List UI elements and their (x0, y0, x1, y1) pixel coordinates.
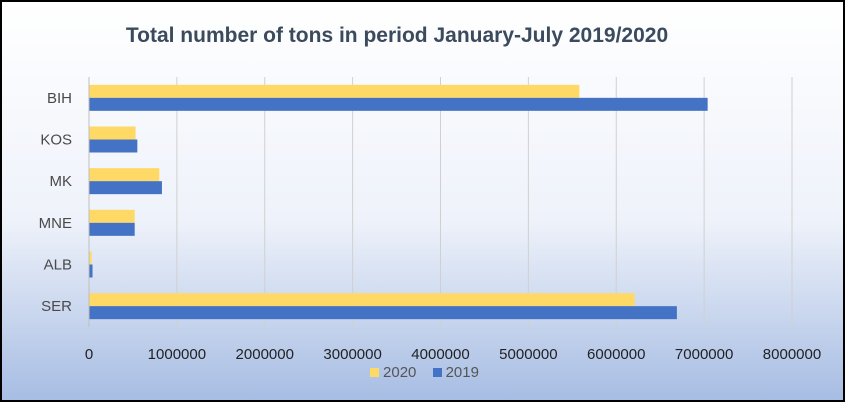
legend: 2020 2019 (2, 364, 845, 381)
y-category-label-bih: BIH (47, 90, 72, 107)
y-category-label-mne: MNE (39, 215, 72, 232)
x-tick-label-0: 0 (85, 346, 93, 363)
x-tick-label-5: 5000000 (499, 346, 557, 363)
legend-swatch-2020 (370, 368, 380, 377)
bar-bih-2020 (89, 84, 580, 98)
x-tick-label-1: 1000000 (148, 346, 206, 363)
x-tick-label-7: 7000000 (675, 346, 733, 363)
legend-item-2019: 2019 (432, 364, 479, 381)
legend-label-2019: 2019 (445, 364, 479, 381)
x-tick-label-3: 3000000 (323, 346, 381, 363)
y-category-label-ser: SER (41, 298, 72, 315)
legend-label-2020: 2020 (383, 364, 417, 381)
bar-mne-2020 (89, 209, 135, 223)
legend-swatch-2019 (432, 368, 442, 377)
bar-mne-2019 (89, 222, 135, 236)
y-category-label-kos: KOS (40, 132, 72, 149)
bar-alb-2019 (89, 264, 93, 278)
x-tick-label-8: 8000000 (763, 346, 821, 363)
bar-bih-2019 (89, 97, 708, 111)
x-tick-label-2: 2000000 (236, 346, 294, 363)
y-category-label-mk: MK (50, 173, 73, 190)
bar-mk-2019 (89, 181, 162, 195)
bar-ser-2020 (89, 293, 635, 307)
bar-alb-2020 (89, 251, 92, 265)
chart-title: Total number of tons in period January-J… (125, 24, 669, 47)
bar-mk-2020 (89, 168, 160, 182)
y-category-label-alb: ALB (44, 257, 72, 274)
bar-kos-2020 (89, 126, 136, 140)
bar-ser-2019 (89, 306, 677, 320)
legend-item-2020: 2020 (370, 364, 416, 381)
x-tick-label-4: 4000000 (411, 346, 469, 363)
x-tick-label-6: 6000000 (587, 346, 645, 363)
bar-kos-2019 (89, 139, 138, 153)
